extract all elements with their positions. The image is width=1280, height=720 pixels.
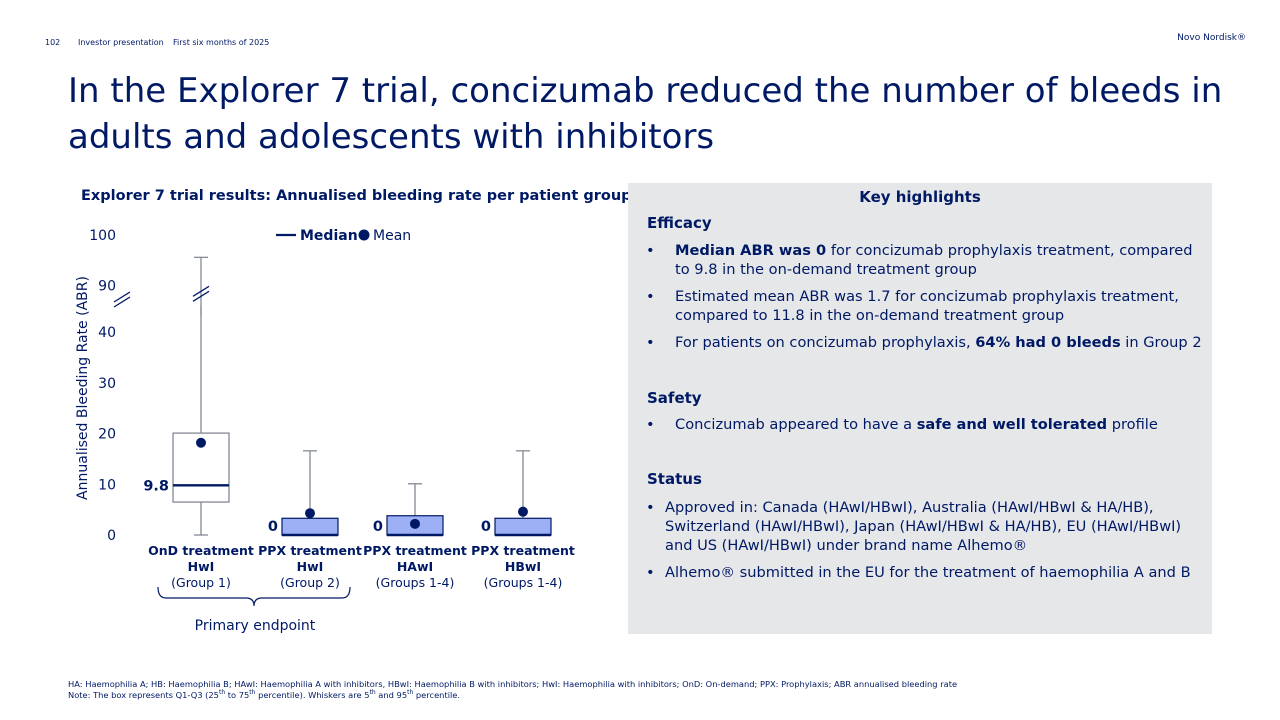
whisker-break-mark bbox=[192, 285, 210, 297]
bullet-marker: • bbox=[646, 334, 655, 351]
y-tick-label: 30 bbox=[98, 376, 116, 392]
footnote-part: to 75 bbox=[225, 689, 250, 700]
primary-endpoint-bracket bbox=[157, 586, 351, 607]
bullet-bold: Median ABR was 0 bbox=[675, 242, 827, 259]
category-label: PPX treatment bbox=[258, 543, 362, 558]
footnote-part: and 95 bbox=[375, 689, 408, 700]
legend-mean-dot bbox=[358, 229, 370, 241]
median-label: 0 bbox=[481, 519, 491, 535]
category-label: HAwI bbox=[397, 559, 433, 574]
status-bullet-2: • Alhemo® submitted in the EU for the tr… bbox=[646, 563, 1206, 582]
category-label: (Group 2) bbox=[280, 575, 340, 590]
status-bullet-1: • Approved in: Canada (HAwI/HBwI), Austr… bbox=[646, 498, 1206, 555]
bullet-marker: • bbox=[646, 242, 655, 259]
median-label: 0 bbox=[373, 519, 383, 535]
status-heading: Status bbox=[647, 470, 702, 488]
category-label: OnD treatment bbox=[148, 543, 254, 558]
category-label: HwI bbox=[297, 559, 324, 574]
footnote-note: Note: The box represents Q1-Q3 (25th to … bbox=[68, 689, 460, 700]
bullet-bold: safe and well tolerated bbox=[916, 416, 1108, 433]
category-label: (Group 1) bbox=[171, 575, 231, 590]
bullet-text-end: in Group 2 bbox=[1120, 334, 1202, 351]
axis-break-mark bbox=[113, 291, 131, 303]
bullet-marker: • bbox=[646, 288, 655, 305]
brand-name: Novo Nordisk® bbox=[1177, 33, 1246, 43]
bullet-text: Concizumab appeared to have a bbox=[675, 416, 917, 433]
footnote-sup: th bbox=[369, 689, 376, 696]
bullet-text-end: profile bbox=[1107, 416, 1158, 433]
period-label: First six months of 2025 bbox=[173, 38, 270, 47]
median-label: 0 bbox=[268, 519, 278, 535]
bullet-marker: • bbox=[646, 499, 655, 516]
key-highlights-title: Key highlights bbox=[859, 188, 981, 206]
efficacy-bullet-3: • For patients on concizumab prophylaxis… bbox=[646, 333, 1206, 352]
mean-dot bbox=[410, 518, 420, 529]
median-label: 9.8 bbox=[143, 478, 169, 494]
bullet-text: For patients on concizumab prophylaxis, bbox=[675, 334, 976, 351]
category-label: (Groups 1-4) bbox=[376, 575, 455, 590]
bullet-text: for concizumab prophylaxis treatment, co… bbox=[675, 242, 1193, 278]
iqr-box bbox=[494, 517, 552, 536]
iqr-box bbox=[281, 517, 339, 536]
primary-endpoint-label: Primary endpoint bbox=[195, 618, 316, 634]
y-tick-label: 10 bbox=[98, 477, 116, 493]
legend-mean-label: Mean bbox=[373, 228, 411, 244]
category-label: HwI bbox=[188, 559, 215, 574]
footnote-sup: th bbox=[407, 689, 414, 696]
footnote-part: Note: The box represents Q1-Q3 (25 bbox=[68, 689, 219, 700]
bullet-text: Alhemo® submitted in the EU for the trea… bbox=[665, 564, 1191, 581]
page-title: In the Explorer 7 trial, concizumab redu… bbox=[68, 71, 1223, 157]
efficacy-heading: Efficacy bbox=[647, 214, 712, 232]
page-number: 102 bbox=[45, 38, 61, 47]
y-tick-label: 40 bbox=[98, 325, 116, 341]
efficacy-bullet-1: • Median ABR was 0 for concizumab prophy… bbox=[646, 241, 1206, 279]
chart-title: Explorer 7 trial results: Annualised ble… bbox=[81, 188, 632, 204]
whisker-break-mark bbox=[192, 290, 210, 302]
footnote-sup: th bbox=[218, 689, 226, 696]
category-label: PPX treatment bbox=[471, 543, 575, 558]
bullet-bold: 64% had 0 bleeds bbox=[975, 334, 1121, 351]
y-axis-label: Annualised Bleeding Rate (ABR) bbox=[75, 276, 91, 500]
axis-break-mark bbox=[113, 296, 131, 308]
legend-median-label: Median bbox=[300, 228, 358, 244]
bullet-text: Approved in: Canada (HAwI/HBwI), Austral… bbox=[665, 499, 1182, 554]
safety-bullet: • Concizumab appeared to have a safe and… bbox=[646, 415, 1206, 434]
y-tick-label: 20 bbox=[98, 427, 116, 443]
footnote-abbreviations: HA: Haemophilia A; HB: Haemophilia B; HA… bbox=[68, 679, 958, 689]
category-label: HBwI bbox=[505, 559, 541, 574]
category-label: (Groups 1-4) bbox=[484, 575, 563, 590]
y-tick-label: 100 bbox=[89, 228, 116, 244]
footnote-part: percentile). Whiskers are 5 bbox=[255, 689, 370, 700]
safety-heading: Safety bbox=[647, 389, 702, 407]
bullet-marker: • bbox=[646, 564, 655, 581]
abr-box-plot: Annualised Bleeding Rate (ABR) 0 10 20 30 40 9… bbox=[75, 228, 575, 634]
bullet-marker: • bbox=[646, 416, 655, 433]
key-highlights-panel bbox=[628, 183, 1212, 634]
mean-dot bbox=[196, 437, 206, 448]
footnote-part: percentile. bbox=[413, 689, 461, 700]
y-tick-label: 90 bbox=[98, 279, 116, 295]
bullet-text: Estimated mean ABR was 1.7 for concizuma… bbox=[675, 288, 1179, 324]
presentation-label: Investor presentation bbox=[78, 38, 164, 47]
efficacy-bullet-2: • Estimated mean ABR was 1.7 for concizu… bbox=[646, 287, 1206, 325]
y-tick-label: 0 bbox=[107, 528, 116, 544]
category-label: PPX treatment bbox=[363, 543, 467, 558]
footnote-sup: th bbox=[249, 689, 256, 696]
mean-dot bbox=[518, 506, 528, 517]
mean-dot bbox=[305, 508, 315, 519]
